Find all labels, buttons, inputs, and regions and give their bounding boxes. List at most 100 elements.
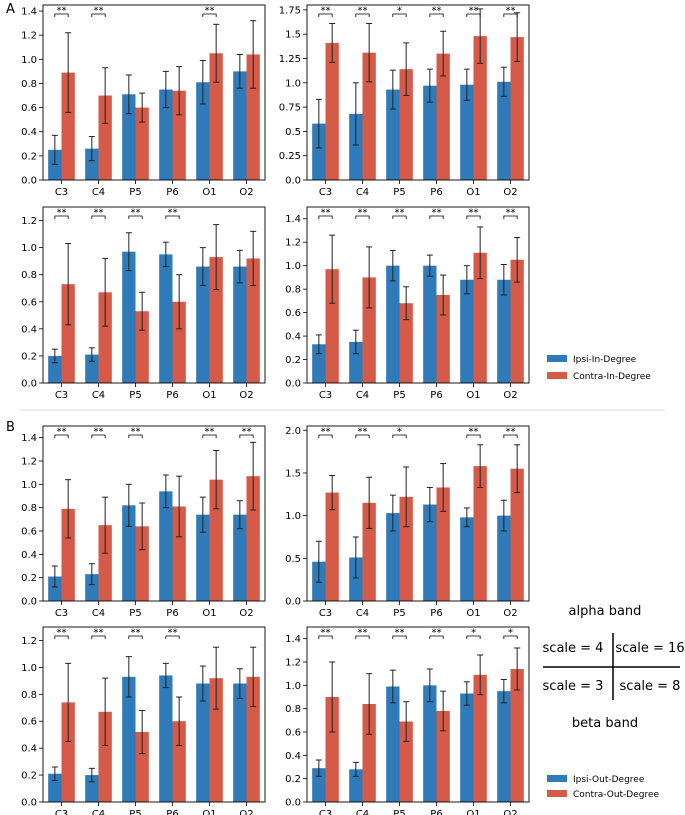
x-tick-label-O2: O2 [239,187,253,198]
x-tick-label-P5: P5 [393,608,405,619]
y-tick-label: 0.6 [21,717,37,728]
y-tick-label: 1.2 [285,238,301,249]
x-tick-label-C4: C4 [92,809,105,815]
legend-label-ipsi-out: Ipsi-Out-Degree [573,775,645,785]
y-tick-label: 0.6 [21,103,37,114]
bar-contra-O1 [473,674,487,802]
panel-B-beta-scale8: 0.00.20.40.60.81.01.21.4C3**C4**P5**P6**… [285,626,530,815]
x-tick-label-O1: O1 [466,809,480,815]
significance-label-P5: * [397,6,402,17]
significance-label-P5: ** [131,628,141,639]
x-tick-label-P6: P6 [430,390,442,401]
x-tick-label-C4: C4 [356,608,369,619]
significance-bracket-C4 [355,13,370,17]
bar-contra-P6 [436,295,450,383]
bar-contra-C3 [325,697,339,802]
bar-contra-O2 [246,676,260,802]
y-tick-label: 0.2 [21,771,37,782]
bar-contra-P6 [436,487,450,601]
significance-label-P6: ** [432,208,442,219]
x-tick-label-C4: C4 [92,390,105,401]
scale-key-top-left: scale = 4 [543,641,604,656]
y-tick-label: 0.0 [285,597,301,608]
y-tick-label: 1.0 [285,511,301,522]
x-tick-label-P6: P6 [166,187,178,198]
bar-contra-C4 [98,711,112,802]
x-tick-label-C3: C3 [55,608,68,619]
y-tick-label: 1.5 [285,468,301,479]
bar-ipsi-O2 [497,81,511,180]
bar-ipsi-C4 [349,341,363,383]
significance-bracket-C4 [91,215,106,219]
significance-bracket-O1 [202,434,217,438]
bar-ipsi-P5 [386,686,400,802]
axes-frame [42,626,266,803]
y-tick-label: 0.0 [285,379,301,390]
legend-label-contra-out: Contra-Out-Degree [573,790,660,800]
scale-key-top-right: scale = 16 [615,641,684,656]
bar-ipsi-C4 [349,113,363,180]
bar-contra-P5 [135,526,149,601]
significance-bracket-C3 [54,13,69,17]
y-tick-label: 1.5 [285,30,301,41]
y-tick-label: 0.6 [285,308,301,319]
y-tick-label: 0.8 [21,270,37,281]
legend-a: Ipsi-In-Degree Contra-In-Degree [547,355,651,382]
bar-ipsi-P5 [122,94,136,180]
bar-contra-O1 [209,678,223,802]
scale-key-bottom-right: scale = 8 [620,679,681,694]
y-tick-label: 0.6 [21,527,37,538]
significance-label-P6: ** [432,6,442,17]
bar-contra-C4 [98,292,112,383]
bar-contra-C3 [61,284,75,383]
x-tick-label-O1: O1 [202,390,216,401]
bar-ipsi-O2 [233,683,247,802]
bar-ipsi-P6 [159,254,173,383]
scale-key-alpha-band: alpha band [569,604,642,619]
significance-bracket-P6 [429,215,444,219]
significance-label-O2: * [508,628,513,639]
bar-contra-C3 [325,492,339,601]
y-tick-label: 1.0 [21,55,37,66]
bar-ipsi-P6 [423,685,437,802]
legend-swatch-ipsi-in [547,355,567,362]
x-tick-label-P5: P5 [393,390,405,401]
significance-label-C4: ** [358,6,368,17]
y-tick-label: 0.0 [21,176,37,187]
x-tick-label-C3: C3 [319,187,332,198]
bar-contra-P5 [399,721,413,802]
axes-frame [42,4,266,181]
x-tick-label-O2: O2 [239,390,253,401]
bar-ipsi-P6 [159,89,173,180]
y-tick-label: 2.0 [285,426,301,437]
bar-contra-P5 [135,107,149,180]
axes-frame [306,425,530,602]
y-tick-label: 0.2 [285,774,301,785]
y-tick-label: 1.2 [21,457,37,468]
legend-label-ipsi-in: Ipsi-In-Degree [573,355,637,365]
bar-ipsi-O1 [460,84,474,180]
significance-bracket-C3 [54,635,69,639]
y-tick-label: 0.4 [21,127,37,138]
bar-ipsi-C3 [312,344,326,383]
x-tick-label-O1: O1 [202,608,216,619]
significance-label-O1: ** [205,427,215,438]
y-tick-label: 0.6 [285,728,301,739]
axes-frame [306,206,530,384]
y-tick-label: 0.0 [21,597,37,608]
x-tick-label-C3: C3 [55,809,68,815]
bar-ipsi-P5 [386,513,400,601]
significance-bracket-P5 [392,215,407,219]
y-tick-label: 1.0 [21,480,37,491]
panel-A-beta-scale8: 0.0 0.2 0.4 0.6 0.8 1.0 1.2 1.4 C3 ** C4 ** P5 ** P6 **… [285,206,530,401]
significance-bracket-O2 [503,434,518,438]
y-tick-label: 0.8 [285,285,301,296]
y-tick-label: 1.4 [21,7,37,18]
bar-ipsi-O1 [196,82,210,180]
significance-bracket-O2 [503,215,518,219]
section-label-a: A [6,2,15,17]
y-tick-label: 0.8 [21,690,37,701]
x-tick-label-O2: O2 [239,809,253,815]
charts-container: 0.00.20.40.60.81.01.21.4C3**C4**P5 P6 O1**… [21,4,530,815]
bar-ipsi-O1 [460,279,474,383]
